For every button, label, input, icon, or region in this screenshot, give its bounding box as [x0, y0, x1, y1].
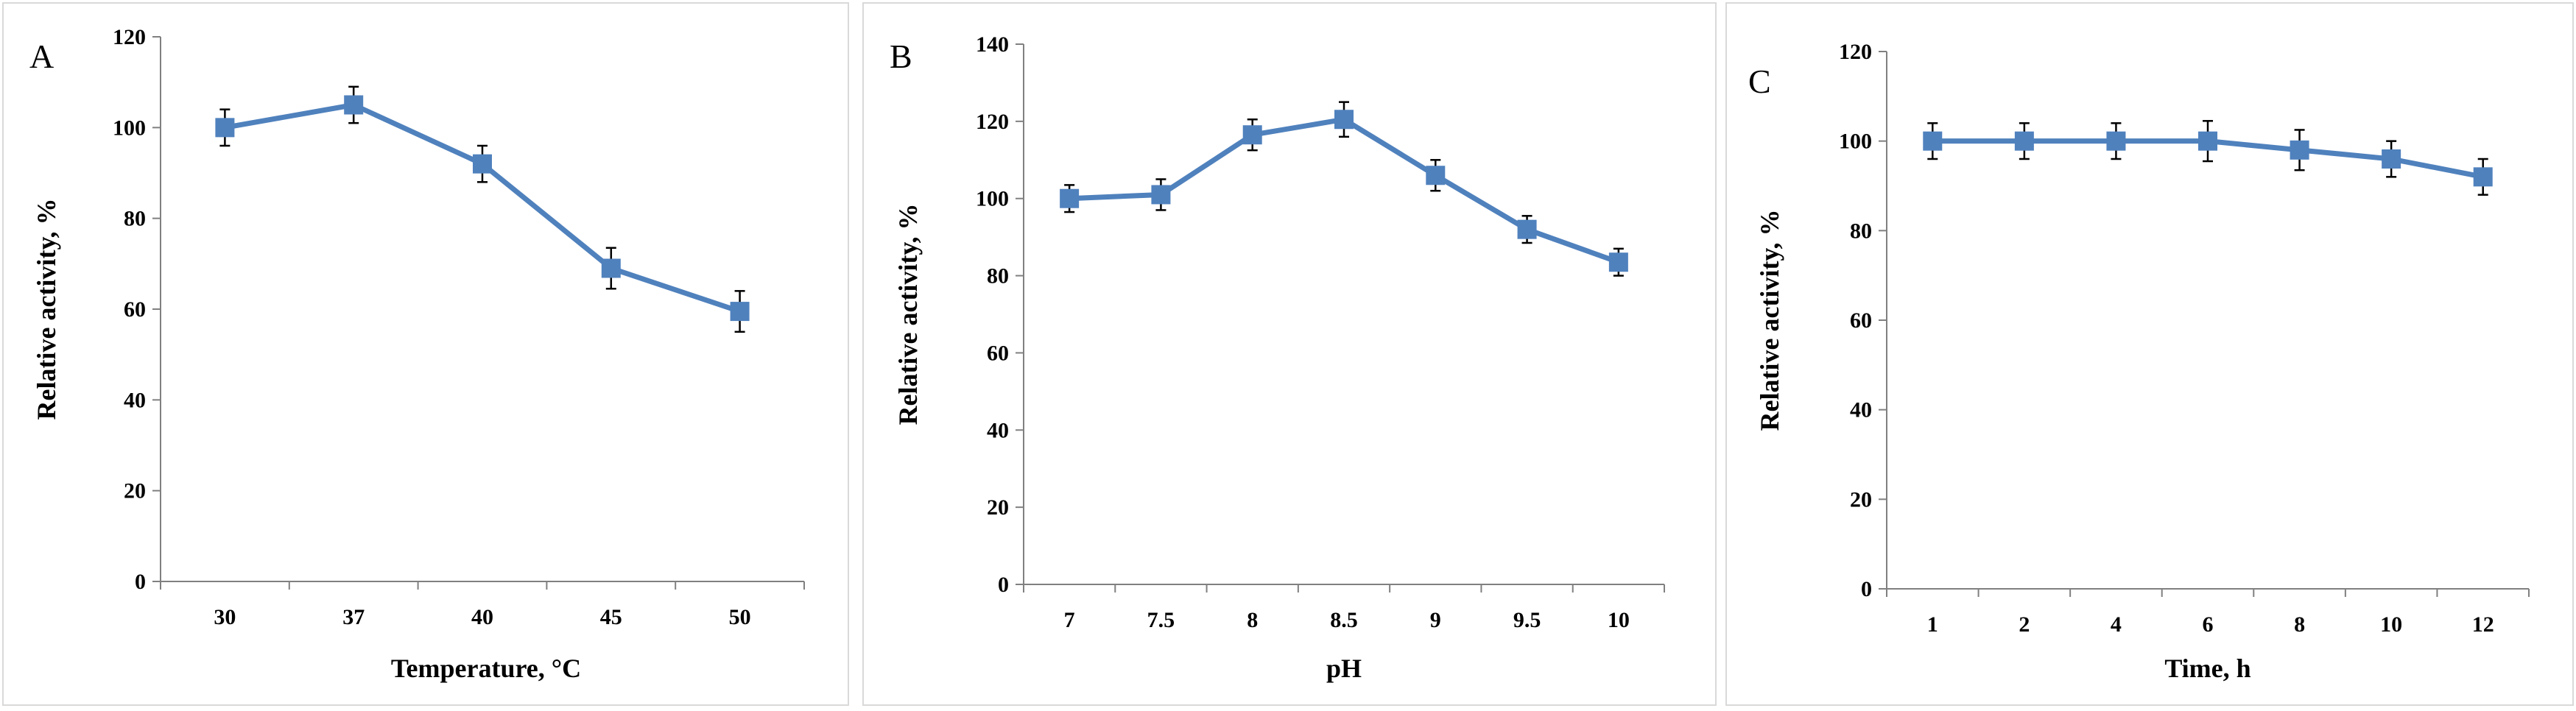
data-point-marker	[473, 154, 492, 174]
data-point-marker	[1426, 166, 1446, 185]
y-tick-label: 100	[976, 187, 1009, 211]
x-tick-label: 8	[1247, 608, 1258, 632]
x-axis-title: Time, h	[2164, 654, 2251, 683]
x-tick-label: 9	[1430, 608, 1441, 632]
series-line	[224, 102, 741, 314]
x-tick-label: 30	[214, 605, 236, 629]
data-point-marker	[2106, 131, 2126, 151]
data-point-marker	[2290, 140, 2309, 160]
x-tick-label: 45	[600, 605, 622, 629]
chart-panel-b: B 0 20 40 60 80 100 120 140 7 7.5 8 8.5 9 9.5 10 Relativ…	[862, 2, 1717, 706]
data-point-marker	[601, 258, 621, 278]
panel-letter: B	[890, 38, 912, 75]
y-tick-label: 80	[124, 207, 146, 231]
y-tick-label: 100	[113, 116, 146, 140]
x-tick-label: 10	[2380, 612, 2402, 637]
y-tick-label: 60	[1850, 308, 1872, 333]
y-tick-label: 20	[1850, 487, 1872, 512]
y-tick-label: 40	[987, 418, 1009, 442]
y-tick-label: 20	[987, 495, 1009, 520]
x-tick-label: 10	[1608, 608, 1630, 632]
chart-panel-a: A 0 20 40 60 80 100 120 30 37 40 45 50 Relative activ…	[2, 2, 849, 706]
data-point-marker	[1242, 125, 1262, 145]
y-tick-label: 140	[976, 32, 1009, 57]
data-point-marker	[215, 118, 235, 138]
x-tick-label: 2	[2019, 612, 2030, 637]
data-point-marker	[1923, 131, 1943, 151]
y-tick-label: 0	[135, 570, 146, 594]
y-tick-label: 120	[1839, 40, 1872, 64]
data-point-marker	[2014, 131, 2034, 151]
x-tick-label: 7.5	[1147, 608, 1175, 632]
y-tick-label: 80	[987, 264, 1009, 289]
x-tick-label: 4	[2111, 612, 2122, 637]
y-tick-label: 0	[1861, 577, 1872, 601]
chart-frame	[2, 2, 849, 706]
x-tick-label: 40	[471, 605, 493, 629]
x-tick-label: 37	[342, 605, 365, 629]
y-tick-label: 20	[124, 479, 146, 503]
y-tick-label: 60	[124, 297, 146, 322]
panel-letter: A	[29, 38, 54, 75]
data-point-marker	[1151, 185, 1171, 205]
data-point-marker	[1608, 252, 1628, 272]
x-tick-label: 8	[2294, 612, 2305, 637]
x-tick-label: 1	[1927, 612, 1938, 637]
x-tick-label: 9.5	[1513, 608, 1541, 632]
data-point-marker	[2473, 167, 2493, 187]
data-point-marker	[344, 95, 364, 115]
chart-frame	[1725, 2, 2574, 706]
panel-letter: C	[1748, 63, 1771, 100]
x-tick-label: 12	[2472, 612, 2494, 637]
y-tick-label: 60	[987, 341, 1009, 365]
x-tick-label: 50	[729, 605, 751, 629]
data-point-marker	[2382, 149, 2401, 169]
data-point-marker	[730, 302, 750, 322]
data-point-marker	[1517, 219, 1537, 239]
y-axis-title: Relative activity, %	[32, 199, 61, 420]
y-tick-label: 100	[1839, 130, 1872, 154]
chart-frame	[862, 2, 1717, 706]
y-axis-title: Relative activity, %	[1755, 210, 1784, 431]
y-tick-label: 120	[976, 110, 1009, 134]
y-tick-label: 40	[1850, 398, 1872, 422]
y-tick-label: 40	[124, 388, 146, 412]
x-tick-label: 8.5	[1330, 608, 1358, 632]
data-point-marker	[1060, 188, 1080, 208]
x-tick-label: 7	[1064, 608, 1075, 632]
y-axis-title: Relative activity, %	[893, 204, 923, 425]
data-point-marker	[2198, 131, 2217, 151]
x-axis-title: Temperature, °C	[391, 654, 581, 683]
x-tick-label: 6	[2203, 612, 2214, 637]
x-axis-title: pH	[1326, 654, 1362, 683]
y-tick-label: 120	[113, 25, 146, 49]
y-tick-label: 80	[1850, 219, 1872, 243]
data-point-marker	[1334, 110, 1354, 130]
y-tick-label: 0	[998, 573, 1009, 597]
